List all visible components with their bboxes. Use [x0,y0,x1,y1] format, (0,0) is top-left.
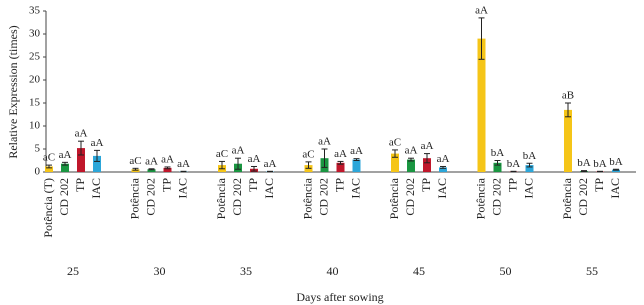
bar [163,167,172,172]
bar-label: Potência [300,177,314,219]
bar [61,163,69,172]
significance-letter: aA [264,158,277,170]
bar-label: TP [592,178,606,192]
bar [77,148,85,172]
bar [407,159,415,172]
significance-letter: bA [507,158,521,170]
bar-label: TP [332,178,346,192]
significance-letter: aA [334,148,347,160]
bar-label: CD 202 [316,178,330,216]
significance-letter: aA [59,149,72,161]
significance-letter: bA [609,156,623,168]
significance-letter: aA [232,145,245,157]
bar-label: Potência [473,177,487,219]
significance-letter: aA [318,136,331,148]
x-tick-label: 50 [500,264,512,278]
significance-letter: aA [145,155,158,167]
bar-label: Potência (T) [41,178,55,238]
significance-letter: aA [91,137,104,149]
y-tick-label: 35 [29,5,41,17]
bar-label: IAC [348,178,362,199]
bar-label: TP [159,178,173,192]
significance-letter: aA [161,153,174,165]
significance-letter: bA [491,147,505,159]
significance-letter: aA [350,145,363,157]
y-axis-title: Relative Expression (times) [6,25,20,158]
significance-letter: aC [216,148,228,160]
bar-label: TP [419,178,433,192]
bar [352,159,361,172]
significance-letter: aA [475,4,488,16]
bar-label: IAC [89,178,103,199]
bar-label: TP [73,178,87,192]
x-tick-label: 35 [240,264,252,278]
significance-letter: aA [177,158,190,170]
bar-label: TP [505,178,519,192]
x-tick-label: 30 [154,264,166,278]
y-tick-label: 5 [35,143,41,155]
bar-label: CD 202 [230,178,244,216]
bar [93,155,101,172]
bar-label: IAC [521,178,535,199]
bar [477,38,486,172]
bar-label: CD 202 [143,178,157,216]
bar-label: TP [246,178,260,192]
significance-letter: aC [389,136,401,148]
bar-label: CD 202 [57,178,71,216]
y-tick-label: 0 [35,166,41,178]
bar-label: Potência [560,177,574,219]
significance-letter: aB [562,90,574,102]
bar [564,109,572,172]
bar-label: CD 202 [489,178,503,216]
bar [612,169,620,172]
x-tick-label: 25 [67,264,79,278]
x-tick-label: 55 [586,264,598,278]
bar [147,169,156,172]
x-axis-title: Days after sowing [296,290,383,304]
significance-letter: aA [75,128,88,140]
bar-label: IAC [608,178,622,199]
bar-label: IAC [175,178,189,199]
significance-letter: aC [129,155,141,167]
bar-label: IAC [435,178,449,199]
x-tick-label: 45 [413,264,425,278]
bar-label: Potência [387,177,401,219]
bar-label: CD 202 [576,178,590,216]
bar-label: CD 202 [403,178,417,216]
y-tick-label: 25 [29,51,41,63]
bar [525,165,534,172]
bar [45,166,53,172]
bar-label: Potência [127,177,141,219]
y-tick-label: 10 [29,120,41,132]
significance-letter: bA [577,157,591,169]
bar [439,167,447,172]
bar [391,153,399,172]
significance-letter: aC [302,148,314,160]
bar [336,162,345,172]
significance-letter: aC [43,152,55,164]
bar-label: Potência [214,177,228,219]
significance-letter: aA [437,153,450,165]
significance-letter: bA [523,150,537,162]
bar-label: IAC [262,178,276,199]
bar [423,158,431,172]
significance-letter: bA [593,158,607,170]
y-tick-label: 15 [29,97,41,109]
significance-letter: aA [421,140,434,152]
x-tick-label: 40 [327,264,339,278]
bar [493,162,502,172]
significance-letter: aA [405,145,418,157]
y-tick-label: 30 [29,28,41,40]
y-tick-label: 20 [29,74,41,86]
significance-letter: aA [248,153,261,165]
